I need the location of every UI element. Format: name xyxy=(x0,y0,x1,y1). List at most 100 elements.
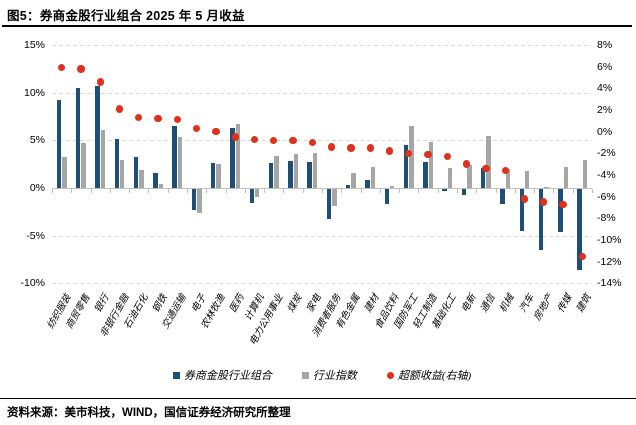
bar-index xyxy=(428,142,433,188)
x-axis-line xyxy=(52,188,592,189)
bar-portfolio xyxy=(56,100,62,188)
axis-tick xyxy=(71,189,73,193)
axis-tick xyxy=(206,189,208,193)
bar-index xyxy=(544,187,549,188)
bar-portfolio xyxy=(481,167,486,188)
axis-tick xyxy=(244,189,246,193)
bar-index xyxy=(409,126,414,188)
bar-portfolio xyxy=(288,161,293,188)
axis-tick xyxy=(360,189,362,193)
excess-dot xyxy=(462,160,471,168)
axis-tick xyxy=(379,189,381,193)
bar-index xyxy=(582,160,588,188)
bar-portfolio xyxy=(230,127,235,188)
y-axis-label-right: 0% xyxy=(597,125,613,138)
excess-dot xyxy=(482,164,490,173)
excess-dot xyxy=(96,78,104,86)
bar-portfolio xyxy=(326,189,332,219)
excess-dot xyxy=(540,198,548,206)
y-axis-label-right: 4% xyxy=(597,82,613,95)
axis-tick xyxy=(52,189,53,193)
bar-portfolio xyxy=(268,163,274,188)
axis-tick xyxy=(399,189,401,193)
excess-dot xyxy=(289,136,297,145)
y-axis-label-left: 5% xyxy=(29,134,45,147)
bar-portfolio xyxy=(95,85,100,188)
excess-dot xyxy=(559,200,567,208)
excess-dot xyxy=(115,105,124,113)
bar-chart: 15% 10% 5% 0% -5% -10% 8% 6% 4% 2% 0% -2% -4% -6% -8% -… xyxy=(20,39,622,347)
bar-index xyxy=(120,160,125,188)
bar-portfolio xyxy=(423,162,428,188)
bar-index xyxy=(100,129,106,188)
axis-tick xyxy=(283,189,285,193)
bar-index xyxy=(139,169,144,188)
excess-dot xyxy=(424,150,432,159)
bar-index xyxy=(255,189,260,197)
excess-dot xyxy=(77,65,85,73)
bar-portfolio xyxy=(403,145,409,188)
bar-index xyxy=(158,184,163,188)
y-axis-label-right: -4% xyxy=(597,169,616,181)
bar-index xyxy=(332,189,337,207)
axis-tick xyxy=(225,189,227,193)
axis-tick xyxy=(495,189,497,193)
source-note: 资料来源：美市科技，WIND，国信证券经济研究所整理 xyxy=(7,407,291,419)
legend-item-excess: 超额收益(右轴) xyxy=(386,367,472,383)
bar-portfolio xyxy=(538,189,544,250)
figure-title: 图5：券商金股行业组合 2025 年 5 月收益 xyxy=(7,9,245,23)
index-swatch-icon xyxy=(301,371,309,379)
bar-index xyxy=(447,167,453,188)
title-divider xyxy=(2,25,632,27)
excess-dot xyxy=(154,114,162,123)
bar-index xyxy=(235,124,241,188)
gridline xyxy=(52,45,592,46)
bar-index xyxy=(274,155,279,188)
bar-portfolio xyxy=(500,189,505,205)
excess-dot xyxy=(135,113,143,122)
axis-tick xyxy=(264,189,266,193)
excess-dot xyxy=(57,64,66,72)
excess-dot xyxy=(520,195,529,203)
y-axis-label-right: 2% xyxy=(597,104,613,116)
bar-index xyxy=(563,167,568,188)
y-axis-label-right: -14% xyxy=(597,277,622,290)
gridline xyxy=(52,235,592,237)
bar-index xyxy=(81,143,86,188)
axis-tick xyxy=(534,189,536,193)
axis-tick xyxy=(148,189,150,193)
axis-tick xyxy=(457,189,458,193)
portfolio-swatch-icon xyxy=(172,371,180,379)
bar-index xyxy=(197,189,202,213)
bar-portfolio xyxy=(172,126,177,188)
bar-portfolio xyxy=(249,189,254,204)
legend-label-portfolio: 券商金股行业组合 xyxy=(183,370,272,382)
axis-tick xyxy=(167,189,169,193)
excess-dot xyxy=(212,127,220,136)
y-axis-label-right: 8% xyxy=(597,39,613,51)
axis-tick xyxy=(572,189,574,193)
axis-tick xyxy=(322,189,323,193)
legend-label-excess: 超额收益(右轴) xyxy=(397,370,472,382)
bar-portfolio xyxy=(346,185,351,188)
bar-index xyxy=(467,165,472,188)
axis-tick xyxy=(476,189,478,193)
excess-dot xyxy=(347,144,355,152)
bar-portfolio xyxy=(384,189,389,205)
source-divider xyxy=(0,398,636,399)
excess-dot xyxy=(308,138,317,147)
legend-item-portfolio: 券商金股行业组合 xyxy=(172,367,272,383)
axis-tick xyxy=(592,189,593,193)
bar-portfolio xyxy=(76,87,81,188)
y-axis-label-right: -10% xyxy=(597,234,622,246)
bar-index xyxy=(351,172,356,188)
bar-portfolio xyxy=(114,139,119,188)
axis-tick xyxy=(437,189,439,193)
legend-label-index: 行业指数 xyxy=(312,370,357,382)
axis-tick xyxy=(90,189,92,193)
bar-portfolio xyxy=(211,163,216,188)
y-axis-label-right: -2% xyxy=(597,147,616,160)
y-axis-label-right: -8% xyxy=(597,212,616,225)
excess-dot xyxy=(192,124,201,133)
axis-tick xyxy=(302,189,304,193)
